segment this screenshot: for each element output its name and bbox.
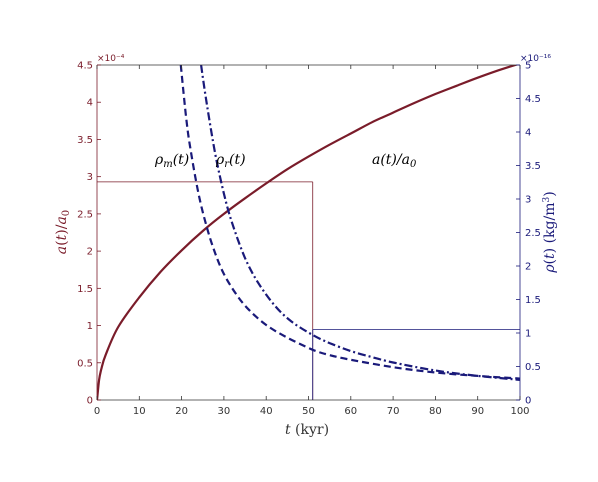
plot-frame	[96, 64, 521, 401]
y-left-multiplier: ×10⁻⁴	[97, 54, 125, 64]
y-left-tick-label: 2.5	[77, 209, 93, 220]
y-right-tick-label: 4.5	[525, 94, 541, 105]
y-right-multiplier: ×10⁻¹⁶	[520, 54, 551, 64]
x-axis-label: t (kyr)	[285, 422, 329, 438]
y-left-tick-label: 4.5	[77, 61, 93, 72]
x-tick-label: 60	[344, 406, 357, 417]
annotation-rho-r: ρr(t)	[215, 152, 246, 170]
y-left-tick-label: 1	[87, 321, 93, 332]
y-right-tick-label: 4	[525, 128, 531, 139]
y-right-axis-label: ρ(t) (kg/m3)	[542, 191, 558, 273]
x-tick-label: 40	[260, 406, 273, 417]
annotations: ρm(t) ρr(t) a(t)/a0	[154, 152, 417, 170]
y-right-tick-label: 1.5	[525, 295, 541, 306]
y-right-tick-label: 2	[525, 262, 531, 273]
y-right-tick-label: 2.5	[525, 228, 541, 239]
y-right-tick-label: 0	[525, 396, 531, 407]
y-right-tick-label: 3	[525, 195, 531, 206]
y-left-tick-label: 3	[87, 172, 93, 183]
x-tick-label: 10	[133, 406, 146, 417]
y-right-tick-label: 1	[525, 329, 531, 340]
y-left-tick-label: 2	[87, 247, 93, 258]
y-left-tick-label: 1.5	[77, 284, 93, 295]
x-tick-label: 80	[429, 406, 442, 417]
x-tick-label: 50	[302, 406, 315, 417]
series-line-a	[97, 65, 519, 400]
annotation-a: a(t)/a0	[372, 152, 417, 170]
y-right-tick-label: 5	[525, 61, 531, 72]
x-tick-label: 70	[387, 406, 400, 417]
y-left-tick-label: 0.5	[77, 358, 93, 369]
ticks: 0 10 20 30 40 50 60 70 80 90 10000.511.522.533.544…	[77, 61, 541, 418]
y-left-tick-label: 4	[87, 98, 93, 109]
series-line-rho_m	[179, 65, 520, 380]
axis-labels: t (kyr) a(t)/a0 ρ(t) (kg/m3) ×10⁻⁴ ×10⁻¹…	[54, 54, 558, 438]
y-right-tick-label: 0.5	[525, 362, 541, 373]
y-left-axis-label: a(t)/a0	[54, 210, 72, 254]
y-left-tick-label: 0	[87, 396, 93, 407]
annotation-rho-m: ρm(t)	[154, 152, 189, 170]
y-right-tick-label: 3.5	[525, 161, 541, 172]
x-tick-label: 20	[175, 406, 188, 417]
x-tick-label: 30	[218, 406, 231, 417]
y-left-tick-label: 3.5	[77, 135, 93, 146]
guide-lines	[97, 181, 520, 400]
x-tick-label: 0	[94, 406, 100, 417]
x-tick-label: 90	[471, 406, 484, 417]
curves	[97, 65, 520, 400]
series-line-rho_r	[200, 65, 520, 381]
x-tick-label: 100	[510, 406, 529, 417]
